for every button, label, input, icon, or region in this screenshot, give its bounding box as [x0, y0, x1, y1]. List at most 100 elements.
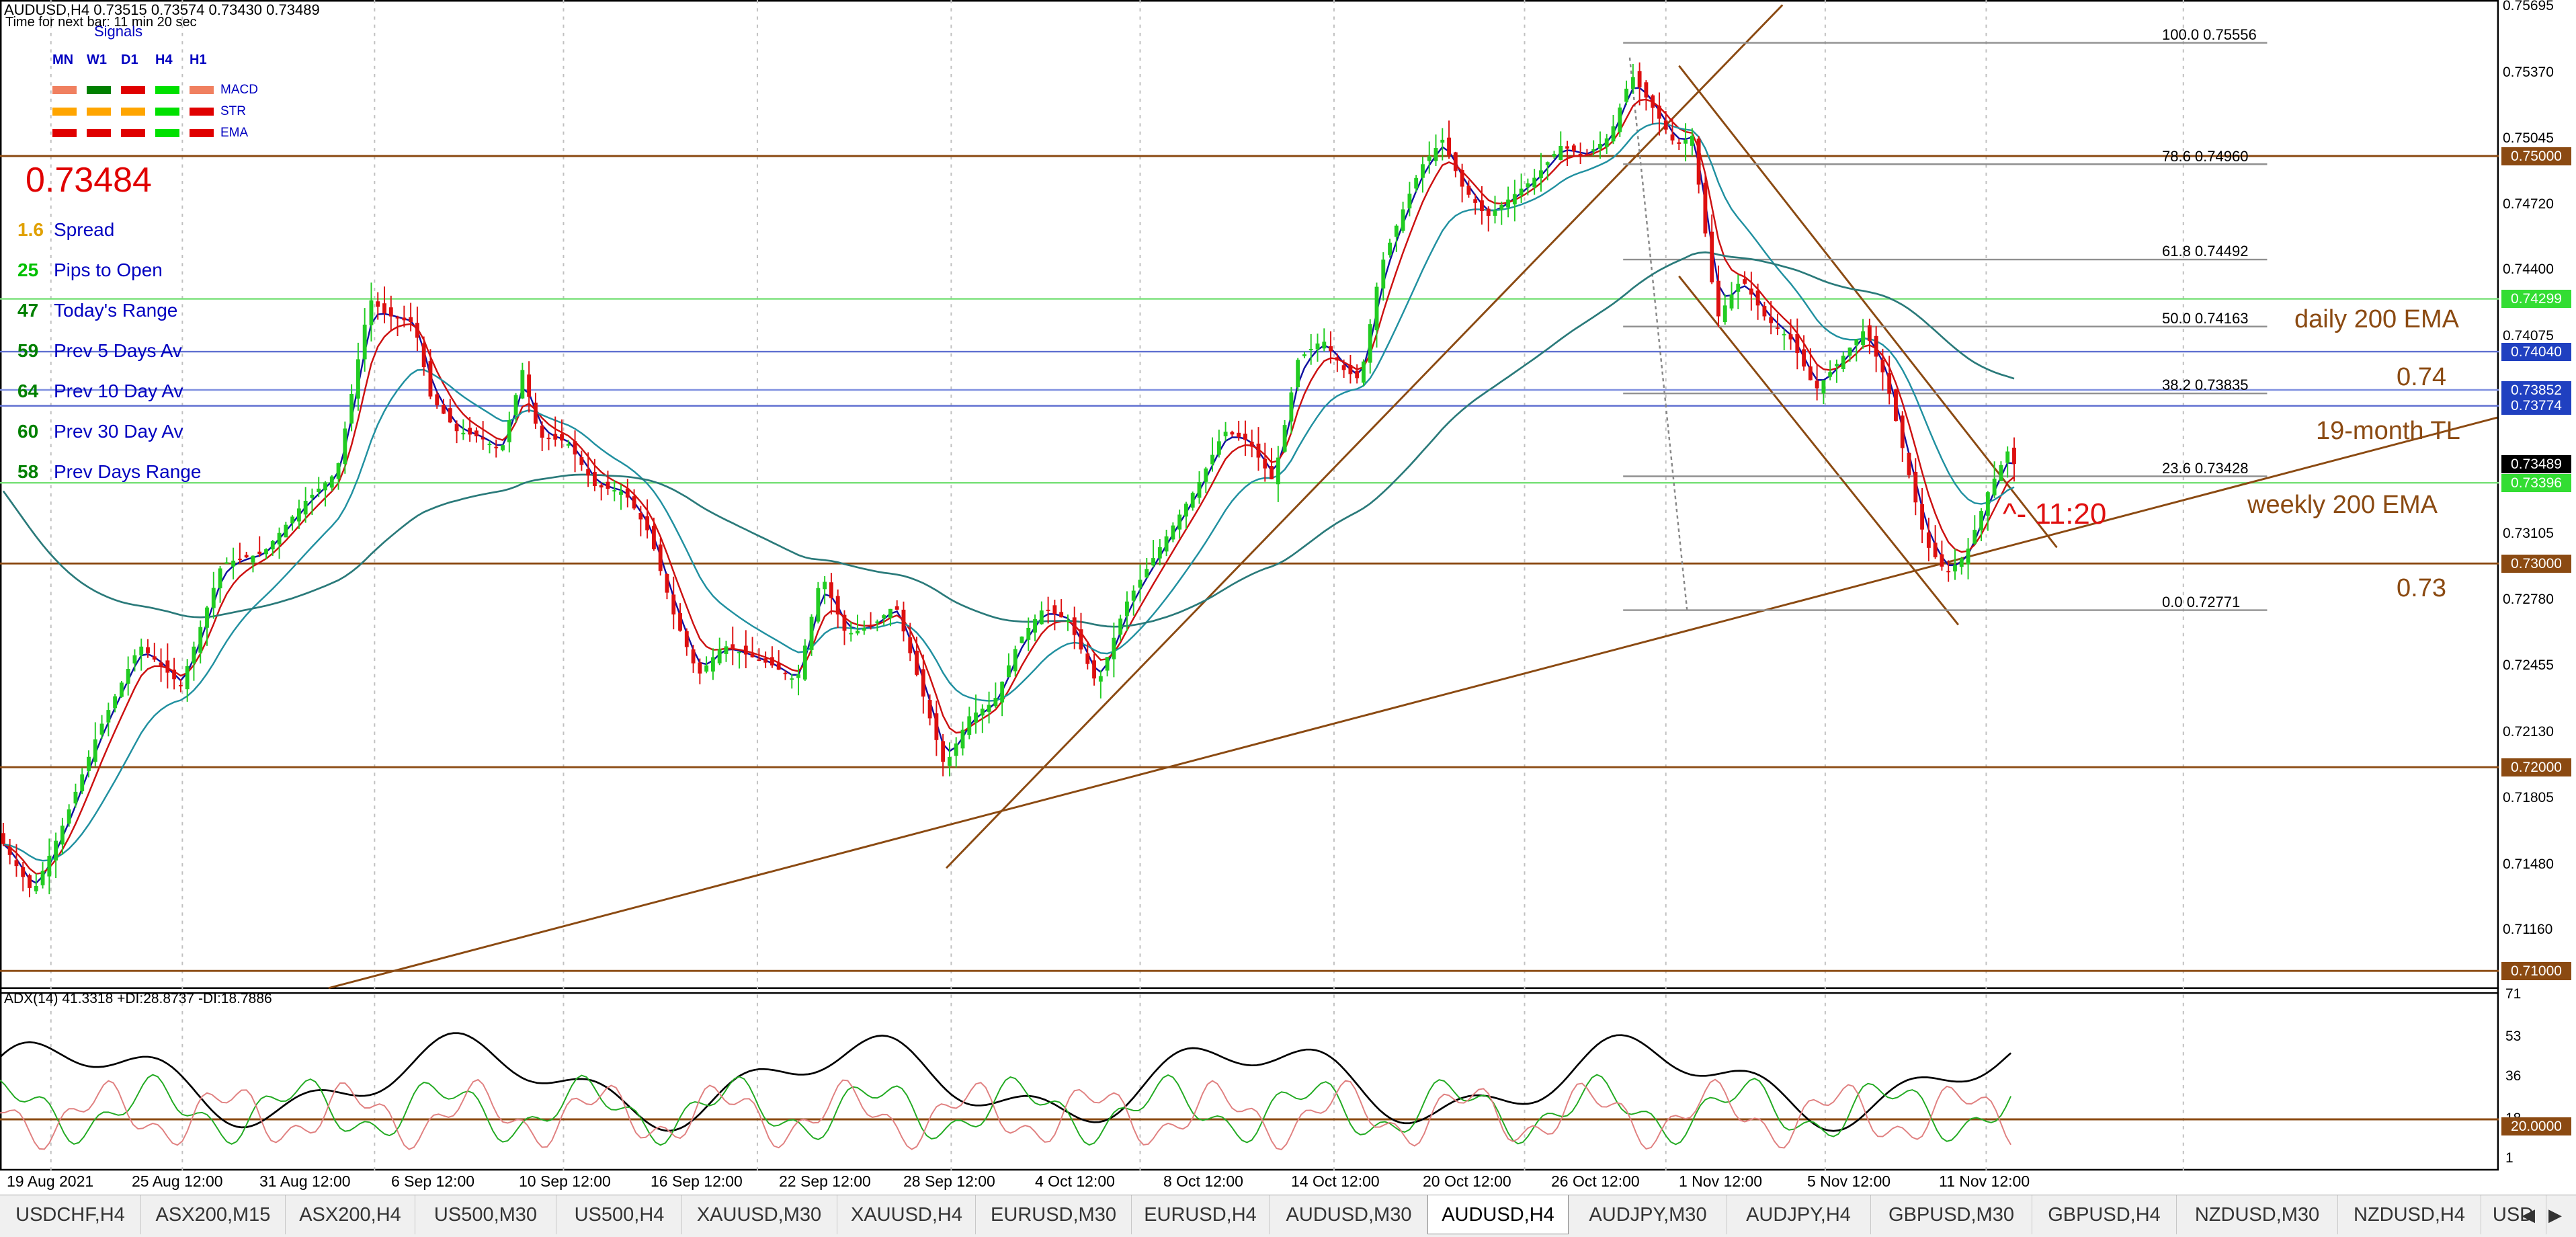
candle-body: [1276, 457, 1280, 485]
candle-body: [428, 361, 433, 397]
candle-body: [941, 741, 946, 762]
stat-row: 60 Prev 30 Day Av: [17, 421, 183, 444]
candle-body: [1125, 601, 1129, 616]
candle-body: [947, 757, 952, 766]
timeframe-label: D1: [121, 52, 138, 67]
candle-body: [1651, 95, 1655, 108]
tab-asx200-m15[interactable]: ASX200,M15: [141, 1195, 286, 1234]
candle-body: [908, 637, 913, 653]
signal-box: [87, 108, 111, 116]
tab-eurusd-h4[interactable]: EURUSD,H4: [1132, 1195, 1270, 1234]
candle-body: [1887, 373, 1892, 394]
candle-body: [270, 541, 275, 550]
candle-body: [362, 324, 367, 360]
ema-lines: [2, 87, 2015, 884]
signal-box: [190, 86, 214, 94]
stat-row: 64 Prev 10 Day Av: [17, 381, 183, 403]
tab-audusd-m30[interactable]: AUDUSD,M30: [1270, 1195, 1428, 1234]
signal-box: [155, 129, 179, 137]
tab-usd[interactable]: USD: [2481, 1195, 2546, 1234]
indicator-axis-label: 36: [2505, 1068, 2522, 1084]
signal-box: [87, 129, 111, 137]
candle-body: [1585, 154, 1589, 156]
date-label: 8 Oct 12:00: [1163, 1172, 1243, 1190]
candle-body: [1644, 82, 1649, 98]
candle-body: [1085, 653, 1090, 664]
candle-body: [1736, 284, 1741, 292]
annotation-timer: ^- 11:20: [2003, 497, 2107, 530]
date-label: 22 Sep 12:00: [779, 1172, 871, 1190]
candle-body: [1755, 290, 1760, 306]
candle-body: [527, 374, 532, 397]
candle-body: [1940, 554, 1944, 567]
candle-body: [1296, 360, 1300, 388]
candle-body: [1598, 143, 1602, 149]
candle-body: [1066, 621, 1070, 622]
candle-body: [1611, 126, 1616, 142]
candle-body: [237, 559, 242, 560]
tab-audjpy-m30[interactable]: AUDJPY,M30: [1569, 1195, 1727, 1234]
candle-body: [310, 494, 315, 498]
candle-body: [960, 729, 965, 749]
candle-body: [1624, 88, 1629, 102]
candle-body: [501, 445, 505, 450]
price-axis-label: 0.74075: [2503, 328, 2554, 344]
candle-body: [211, 588, 216, 608]
candle-body: [776, 663, 781, 670]
candle-body: [1776, 327, 1780, 329]
tab-nzdusd-h4[interactable]: NZDUSD,H4: [2338, 1195, 2481, 1234]
candle-body: [356, 359, 360, 399]
candle-body: [1440, 139, 1445, 143]
candle-body: [126, 669, 130, 684]
candle-body: [376, 301, 380, 307]
candle-body: [915, 650, 919, 675]
tab-scroll-left-icon[interactable]: ◀: [2522, 1205, 2535, 1225]
candle-body: [1769, 317, 1774, 323]
candle-body: [343, 428, 347, 465]
candle-body: [1473, 199, 1478, 203]
tab-xauusd-m30[interactable]: XAUUSD,M30: [681, 1195, 837, 1234]
tab-audusd-h4[interactable]: AUDUSD,H4: [1427, 1195, 1569, 1234]
tab-nzdusd-m30[interactable]: NZDUSD,M30: [2177, 1195, 2338, 1234]
candle-body: [1453, 152, 1458, 171]
date-label: 16 Sep 12:00: [651, 1172, 743, 1190]
candle-body: [842, 614, 847, 631]
candle-body: [139, 646, 144, 655]
candle-body: [1381, 260, 1386, 289]
price-tag: 0.73852: [2501, 381, 2571, 399]
candle-body: [980, 709, 985, 716]
candle-body: [901, 609, 906, 632]
candle-body: [1979, 511, 1984, 530]
candle-body: [1362, 361, 1366, 383]
tab-gbpusd-h4[interactable]: GBPUSD,H4: [2032, 1195, 2177, 1234]
candle-body: [1190, 493, 1195, 508]
tab-gbpusd-m30[interactable]: GBPUSD,M30: [1871, 1195, 2032, 1234]
indicator-axis-label: 71: [2505, 986, 2522, 1002]
candle-body: [454, 424, 459, 432]
fibonacci-levels: [1623, 42, 2268, 611]
candle-body: [1480, 200, 1484, 211]
date-label: 6 Sep 12:00: [391, 1172, 475, 1190]
candle-body: [1552, 154, 1556, 157]
stat-label: Prev 5 Days Av: [54, 340, 182, 361]
candle-body: [704, 665, 709, 672]
tab-xauusd-h4[interactable]: XAUUSD,H4: [838, 1195, 976, 1234]
tab-eurusd-m30[interactable]: EURUSD,M30: [976, 1195, 1132, 1234]
tab-asx200-h4[interactable]: ASX200,H4: [286, 1195, 415, 1234]
candle-body: [974, 712, 978, 723]
candle-body: [1164, 536, 1169, 552]
date-label: 1 Nov 12:00: [1679, 1172, 1763, 1190]
candle-body: [1079, 629, 1083, 650]
candle-body: [586, 469, 591, 476]
candle-body: [1985, 492, 1990, 516]
stat-value: 47: [17, 300, 39, 321]
candle-body: [823, 582, 827, 590]
candle-body: [849, 633, 854, 635]
tab-us500-m30[interactable]: US500,M30: [415, 1195, 556, 1234]
tab-us500-h4[interactable]: US500,H4: [557, 1195, 682, 1234]
tab-scroll-right-icon[interactable]: ▶: [2548, 1205, 2562, 1225]
tab-audjpy-h4[interactable]: AUDJPY,H4: [1727, 1195, 1871, 1234]
candle-body: [566, 444, 571, 446]
tab-usdchf-h4[interactable]: USDCHF,H4: [0, 1195, 141, 1234]
